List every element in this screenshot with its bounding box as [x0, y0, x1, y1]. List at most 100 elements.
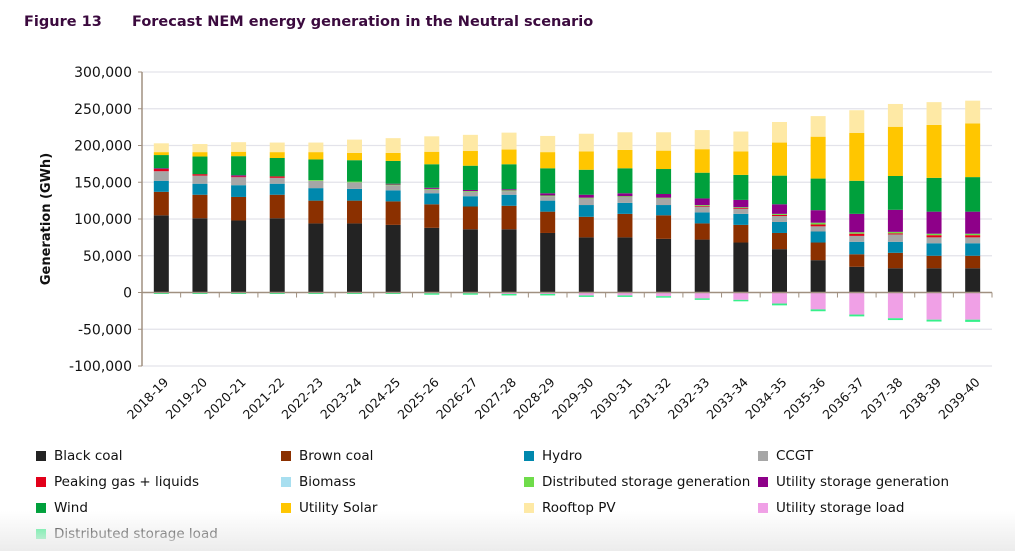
bar-segment-brown-coal: [810, 242, 826, 261]
bar-stack-2033-34: [733, 131, 749, 302]
x-tick-label: 2029-30: [549, 374, 597, 422]
bar-stack-2020-21: [231, 142, 247, 294]
bar-segment-rooftop-pv: [462, 134, 478, 152]
legend-swatch: [758, 477, 768, 487]
bar-segment-hydro: [849, 241, 865, 255]
bar-segment-black-coal: [424, 227, 440, 293]
bar-segment-ccgt: [153, 171, 169, 181]
bar-segment-rooftop-pv: [810, 116, 826, 137]
bar-segment-distributed-storage-load: [965, 319, 981, 322]
bar-segment-distributed-storage-generation: [926, 233, 942, 236]
bar-segment-wind: [540, 168, 556, 194]
bar-segment-utility-storage-generation: [965, 211, 981, 234]
bar-segment-ccgt: [269, 177, 285, 184]
bar-segment-utility-solar: [733, 151, 749, 175]
legend-swatch: [36, 529, 46, 539]
legend-item: Distributed storage generation: [524, 474, 750, 490]
bar-segment-wind: [810, 178, 826, 211]
bar-segment-distributed-storage-load: [694, 298, 710, 300]
bar-segment-hydro: [153, 180, 169, 192]
bar-segment-rooftop-pv: [385, 138, 401, 153]
bar-segment-utility-storage-generation: [385, 183, 401, 185]
bar-segment-rooftop-pv: [424, 136, 440, 152]
bar-segment-black-coal: [192, 218, 208, 293]
x-tick-label: 2019-20: [163, 374, 211, 422]
bar-segment-rooftop-pv: [540, 135, 556, 153]
legend-swatch: [758, 503, 768, 513]
bar-segment-wind: [656, 169, 672, 195]
bar-segment-utility-storage-generation: [153, 168, 169, 170]
x-tick-labels: 2018-192019-202020-212021-222022-232023-…: [124, 374, 983, 422]
y-tick-label: 150,000: [74, 175, 132, 191]
bar-segment-peaking-gas-liquids: [810, 224, 826, 227]
bar-segment-black-coal: [462, 229, 478, 293]
bar-segment-brown-coal: [153, 191, 169, 216]
bar-segment-wind: [192, 156, 208, 175]
bar-segment-wind: [965, 177, 981, 212]
bar-segment-utility-solar: [926, 124, 942, 178]
bar-segment-utility-storage-generation: [694, 198, 710, 206]
legend-item: Wind: [36, 500, 88, 516]
bar-segment-utility-solar: [849, 133, 865, 181]
bar-segment-ccgt: [772, 216, 787, 222]
legend-item: Biomass: [281, 474, 356, 490]
legend-label: Black coal: [54, 448, 123, 464]
bar-segment-distributed-storage-generation: [694, 205, 710, 206]
bar-segment-distributed-storage-generation: [656, 197, 672, 199]
bar-segment-brown-coal: [501, 205, 517, 230]
bar-segment-ccgt: [347, 182, 362, 189]
x-tick-label: 2030-31: [588, 375, 636, 423]
bar-segment-utility-storage-load: [887, 292, 903, 319]
bar-segment-hydro: [578, 205, 594, 217]
bar-segment-distributed-storage-load: [540, 293, 556, 296]
bar-segment-rooftop-pv: [269, 142, 285, 153]
bar-segment-utility-solar: [385, 152, 401, 161]
bar-stack-2034-35: [772, 121, 787, 306]
bar-segment-wind: [308, 159, 324, 181]
x-tick-label: 2033-34: [703, 374, 751, 422]
figure-caption: Forecast NEM energy generation in the Ne…: [132, 14, 594, 30]
bar-stack-2024-25: [385, 138, 401, 294]
bar-stack-2018-19: [153, 143, 169, 294]
bar-segment-ccgt: [926, 237, 942, 244]
bar-stack-2026-27: [462, 134, 478, 295]
bar-segment-utility-storage-generation: [887, 209, 903, 232]
legend-label: Distributed storage generation: [542, 474, 751, 490]
bar-segment-utility-storage-load: [772, 292, 787, 304]
bar-segment-rooftop-pv: [849, 110, 865, 134]
bar-stack-2031-32: [656, 132, 672, 298]
bar-segment-ccgt: [733, 208, 749, 214]
x-tick-label: 2032-33: [665, 375, 713, 423]
bar-stack-2025-26: [424, 136, 440, 295]
bar-segment-utility-solar: [462, 151, 478, 166]
bar-segment-utility-storage-generation: [772, 204, 787, 214]
bar-segment-utility-solar: [656, 150, 672, 170]
bar-segment-brown-coal: [617, 213, 633, 238]
x-tick-label: 2023-24: [317, 374, 365, 422]
bar-segment-utility-solar: [231, 151, 247, 157]
bar-segment-distributed-storage-generation: [849, 232, 865, 234]
bar-segment-distributed-storage-generation: [810, 222, 826, 225]
bar-segment-black-coal: [810, 260, 826, 293]
bar-segment-utility-solar: [694, 149, 710, 173]
bar-segment-hydro: [385, 190, 401, 202]
x-tick-label: 2020-21: [201, 375, 249, 423]
bar-segment-distributed-storage-generation: [385, 184, 401, 186]
bar-segment-rooftop-pv: [965, 100, 981, 124]
legend-item: Utility storage generation: [758, 474, 949, 490]
bar-segment-peaking-gas-liquids: [694, 205, 710, 207]
legend-swatch: [281, 451, 291, 461]
bar-segment-ccgt: [617, 196, 633, 203]
legend-item: Hydro: [524, 448, 582, 464]
bar-segment-black-coal: [231, 220, 247, 293]
bar-segment-brown-coal: [308, 200, 324, 224]
bar-segment-rooftop-pv: [617, 132, 633, 150]
bar-segment-brown-coal: [385, 201, 401, 225]
bar-segment-distributed-storage-generation: [887, 231, 903, 234]
x-tick-label: 2024-25: [356, 375, 404, 423]
bar-segment-utility-solar: [347, 152, 362, 161]
bar-segment-ccgt: [231, 177, 247, 186]
bar-segment-brown-coal: [231, 196, 247, 221]
bar-stack-2032-33: [694, 130, 710, 300]
bar-segment-utility-storage-load: [810, 292, 826, 310]
